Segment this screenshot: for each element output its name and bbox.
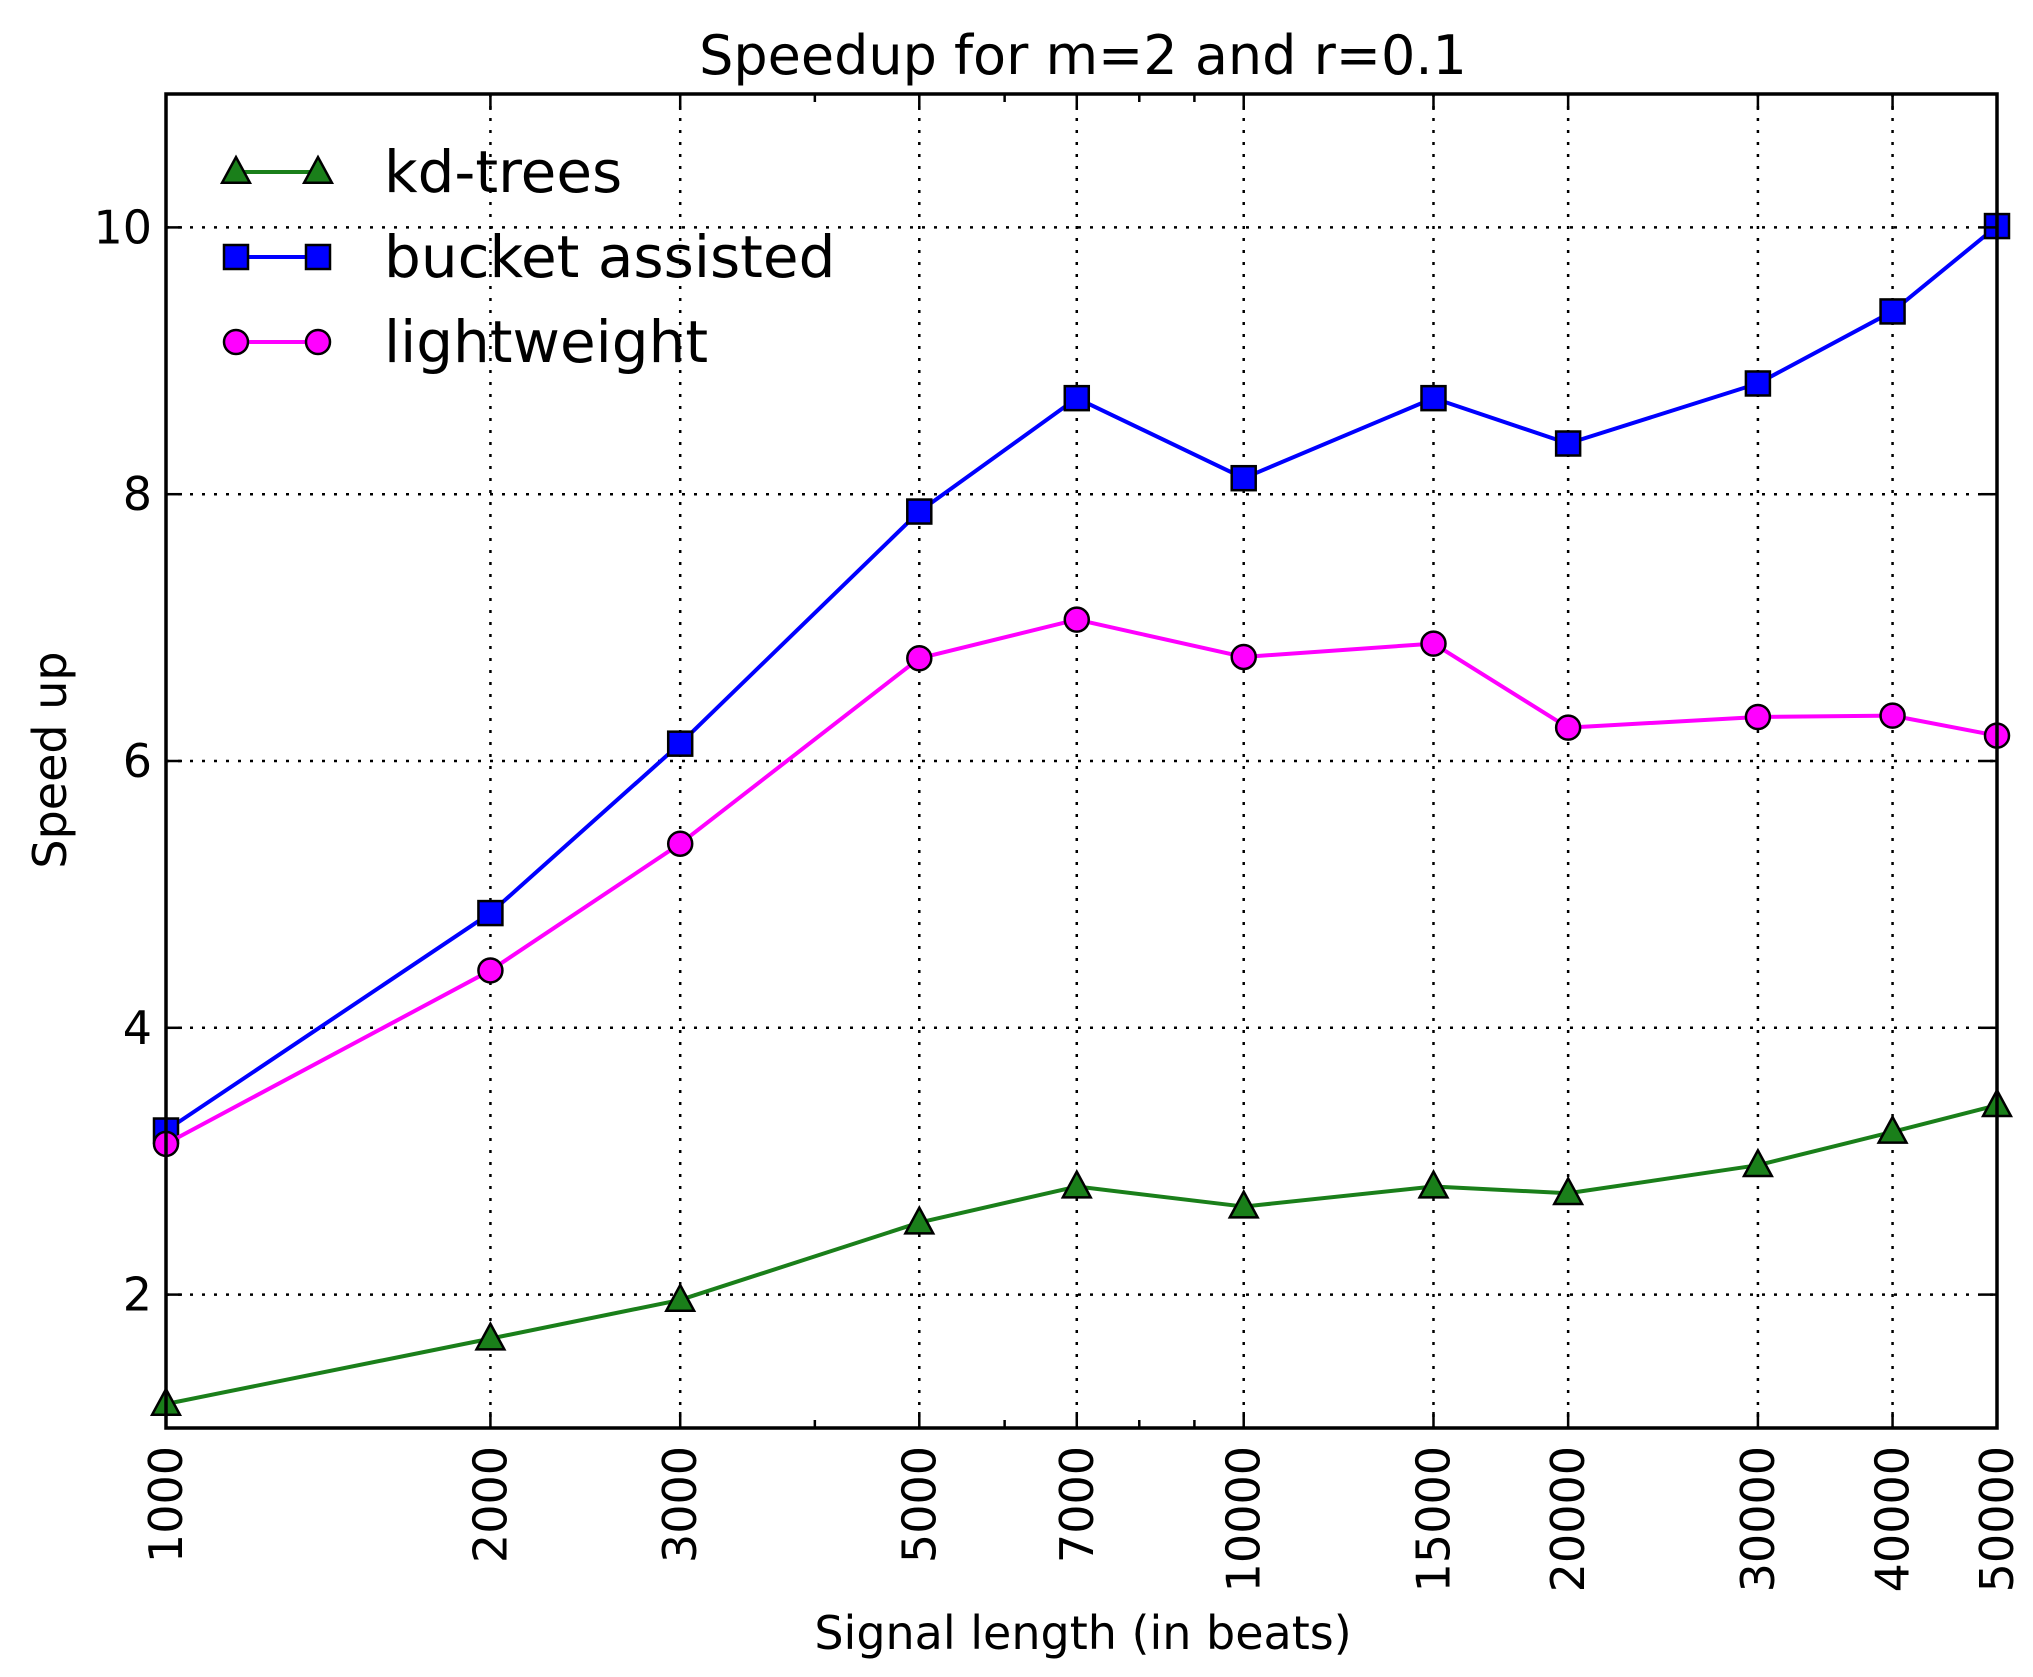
legend-label-lightweight: lightweight: [384, 308, 708, 376]
data-point-bucket-assisted: [1744, 370, 1772, 397]
axis-ticks: 1000 2000 3000 5000 7000 10000 15000 20000 30000…: [93, 94, 2024, 1592]
data-point-lightweight: [666, 830, 694, 857]
data-point-lightweight: [1063, 606, 1091, 633]
y-tick-label: 4: [123, 1001, 152, 1055]
data-point-lightweight: [1744, 703, 1772, 731]
y-tick-label: 6: [123, 734, 152, 788]
legend-marker-bucket-assisted: [222, 243, 250, 271]
x-tick-label: 40000: [1866, 1446, 1920, 1592]
data-point-lightweight: [477, 957, 504, 984]
data-point-kd-trees: [1741, 1147, 1774, 1178]
series-line-kd-trees: [165, 1103, 1998, 1406]
data-point-bucket-assisted: [1879, 298, 1906, 325]
data-point-bucket-assisted: [1420, 384, 1447, 412]
data-point-bucket-assisted: [666, 730, 694, 757]
legend-marker-kd-trees: [219, 154, 253, 185]
series-line-lightweight: [165, 617, 1998, 1146]
data-point-kd-trees: [1552, 1175, 1585, 1206]
x-tick-label: 15000: [1406, 1446, 1460, 1592]
grid-layer: [166, 94, 1997, 1428]
y-axis-label: Speed up: [23, 651, 77, 868]
data-point-lightweight: [1554, 714, 1582, 741]
x-tick-label: 20000: [1541, 1446, 1595, 1592]
data-point-bucket-assisted: [1230, 464, 1257, 492]
data-point-kd-trees: [1417, 1169, 1450, 1199]
legend-label-kd-trees: kd-trees: [384, 138, 622, 206]
data-point-kd-trees: [1060, 1169, 1093, 1199]
data-point-lightweight: [1230, 643, 1257, 671]
legend-marker-kd-trees: [301, 154, 335, 185]
data-point-bucket-assisted: [1063, 384, 1091, 412]
x-tick-label: 50000: [1970, 1446, 2024, 1592]
data-point-kd-trees: [1227, 1189, 1260, 1219]
plot-frame: [164, 92, 1999, 1430]
legend-marker-lightweight: [222, 328, 250, 356]
data-point-bucket-assisted: [477, 899, 504, 927]
data-point-bucket-assisted: [1554, 430, 1582, 457]
data-point-kd-trees: [903, 1205, 936, 1235]
y-tick-label: 2: [123, 1268, 152, 1322]
data-point-bucket-assisted: [906, 498, 933, 525]
chart-title: Speedup for m=2 and r=0.1: [699, 24, 1467, 87]
x-tick-label: 3000: [653, 1446, 707, 1563]
x-tick-label: 5000: [892, 1446, 946, 1563]
data-point-lightweight: [906, 645, 933, 672]
x-tick-label: 7000: [1050, 1446, 1104, 1563]
x-axis-label: Signal length (in beats): [814, 1606, 1351, 1660]
legend: kd-trees bucket assisted lightweight: [219, 138, 835, 376]
legend-marker-lightweight: [304, 328, 332, 356]
data-point-lightweight: [1879, 702, 1906, 729]
x-tick-label: 30000: [1731, 1446, 1785, 1592]
x-tick-label: 10000: [1217, 1446, 1271, 1592]
legend-marker-bucket-assisted: [304, 243, 332, 271]
x-tick-label: 2000: [463, 1446, 517, 1563]
data-point-kd-trees: [1876, 1114, 1909, 1144]
series-layer: [149, 212, 2014, 1417]
plot-area-border: [164, 92, 1999, 1430]
data-point-kd-trees: [664, 1282, 697, 1312]
legend-label-bucket-assisted: bucket assisted: [384, 223, 835, 291]
y-tick-label: 8: [123, 467, 152, 521]
data-point-kd-trees: [474, 1321, 507, 1351]
y-tick-label: 10: [93, 200, 152, 254]
x-tick-label: 1000: [139, 1446, 193, 1563]
data-point-lightweight: [1420, 630, 1447, 657]
